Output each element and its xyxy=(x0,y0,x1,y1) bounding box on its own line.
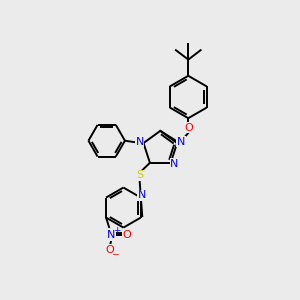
Text: +: + xyxy=(113,226,121,235)
Text: O: O xyxy=(106,245,114,255)
Text: −: − xyxy=(112,249,119,258)
Text: N: N xyxy=(136,136,144,147)
Text: N: N xyxy=(170,159,179,169)
Text: N: N xyxy=(107,230,116,240)
Text: O: O xyxy=(122,230,131,240)
Text: O: O xyxy=(184,123,193,133)
Text: S: S xyxy=(136,170,143,180)
Text: N: N xyxy=(177,136,185,147)
Text: N: N xyxy=(138,190,146,200)
